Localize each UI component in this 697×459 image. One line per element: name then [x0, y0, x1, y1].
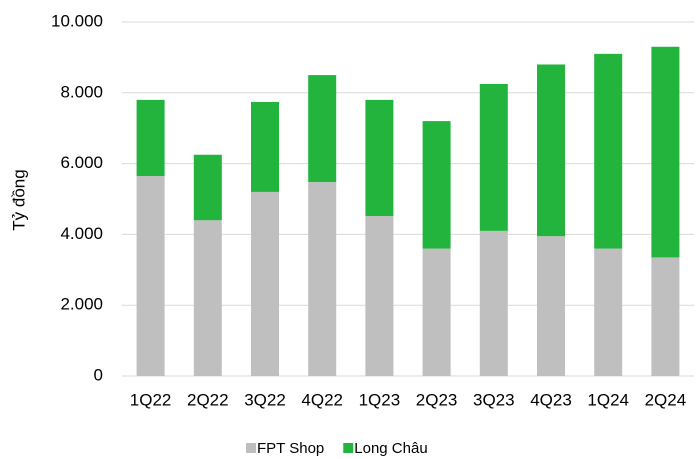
- x-tick-label: 1Q24: [587, 390, 629, 409]
- bar-segment: [365, 99, 394, 216]
- bar-segment: [308, 182, 337, 376]
- bar-segment: [422, 121, 451, 249]
- y-tick-label: 0: [94, 365, 103, 384]
- bar-segment: [365, 215, 394, 376]
- x-tick-label: 1Q23: [359, 390, 401, 409]
- y-tick-label: 6.000: [60, 153, 103, 172]
- bar-segment: [136, 99, 165, 176]
- bar-segment: [594, 248, 623, 376]
- bar-segment: [193, 154, 222, 221]
- x-tick-label: 4Q23: [530, 390, 572, 409]
- legend-swatch: [246, 443, 256, 453]
- bar-segment: [537, 236, 565, 376]
- y-tick-label: 10.000: [51, 11, 103, 30]
- bar-segment: [251, 102, 279, 192]
- y-axis-label: Tỷ đồng: [9, 169, 28, 230]
- y-tick-label: 8.000: [60, 82, 103, 101]
- bar-segment: [479, 83, 508, 231]
- x-tick-label: 2Q23: [416, 390, 458, 409]
- x-tick-label: 2Q22: [187, 390, 229, 409]
- bar-segment: [193, 220, 222, 376]
- bar-segment: [308, 75, 337, 183]
- bar-segment: [651, 46, 680, 258]
- bar-segment: [422, 248, 451, 376]
- bar-segment: [537, 64, 565, 237]
- bar-segment: [251, 191, 279, 376]
- x-tick-label: 3Q23: [473, 390, 515, 409]
- y-tick-label: 4.000: [60, 224, 103, 243]
- bar-segment: [594, 53, 623, 249]
- legend-label: Long Châu: [354, 440, 427, 457]
- bar-segment: [479, 230, 508, 376]
- y-tick-label: 2.000: [60, 295, 103, 314]
- x-tick-label: 1Q22: [130, 390, 172, 409]
- bar-segment: [651, 257, 680, 376]
- x-tick-label: 4Q22: [301, 390, 343, 409]
- legend-label: FPT Shop: [257, 440, 324, 457]
- x-tick-label: 2Q24: [645, 390, 687, 409]
- legend-swatch: [343, 443, 354, 453]
- x-tick-label: 3Q22: [244, 390, 286, 409]
- bar-segment: [136, 175, 165, 376]
